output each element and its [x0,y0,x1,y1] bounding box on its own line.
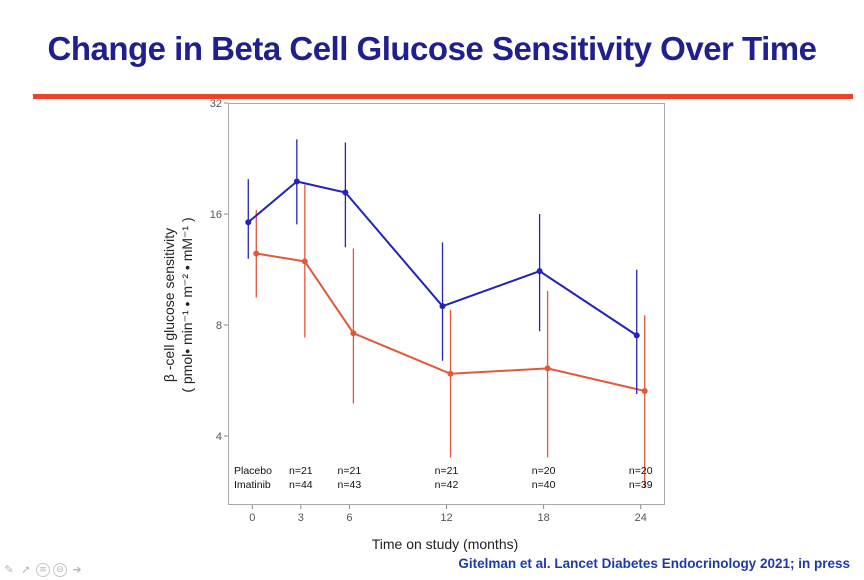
x-tick-label: 3 [298,512,304,524]
x-tick-label: 24 [635,512,647,524]
n-table-row-label: Placebo [234,465,272,477]
citation: Gitelman et al. Lancet Diabetes Endocrin… [458,556,850,571]
slideshow-toolbar: ✎ ➚ ≡ ⊖ ➜ [2,562,84,578]
menu-icon[interactable]: ≡ [36,563,50,577]
zoom-icon[interactable]: ⊖ [53,563,67,577]
title-rule [33,94,853,99]
n-table-value: n=20 [532,465,556,477]
placebo-data-point [293,178,300,185]
n-table-value: n=21 [435,465,459,477]
placebo-data-point [342,189,349,196]
n-table-value: n=21 [338,465,362,477]
n-table-value: n=43 [338,479,362,491]
y-axis-label-line2: ( pmol• min⁻¹ • m⁻² • mM⁻¹ ) [179,217,195,393]
x-axis-label: Time on study (months) [371,536,519,552]
y-axis-label-line1: β -cell glucose sensitivity [161,227,177,383]
imatinib-data-point [350,330,357,337]
imatinib-series-line [256,252,645,392]
pointer-icon[interactable]: ➚ [21,563,31,576]
n-table-value: n=40 [532,479,556,491]
next-arrow-icon[interactable]: ➜ [72,563,82,576]
y-tick-label: 8 [216,320,222,332]
n-table-value: n=42 [435,479,459,491]
imatinib-data-point [301,258,308,265]
placebo-data-point [536,268,543,275]
x-tick-label: 0 [249,512,255,524]
placebo-data-point [633,332,640,339]
placebo-series-line [247,180,638,337]
imatinib-data-point [447,370,454,377]
plot-frame [228,103,665,505]
imatinib-data-point [253,250,260,257]
n-table-value: n=21 [289,465,313,477]
x-tick-label: 6 [346,512,352,524]
placebo-data-point [439,303,446,310]
slide-title: Change in Beta Cell Glucose Sensitivity … [47,30,817,67]
x-tick-label: 12 [440,512,452,524]
imatinib-data-point [544,365,551,372]
n-table-value: n=39 [629,479,653,491]
n-table-value: n=20 [629,465,653,477]
y-tick-label: 16 [210,209,222,221]
n-table-value: n=44 [289,479,313,491]
placebo-data-point [245,219,252,226]
pen-icon[interactable]: ✎ [4,563,14,576]
y-tick-label: 32 [210,98,222,110]
x-tick-label: 18 [537,512,549,524]
n-table-row-label: Imatinib [234,479,271,491]
y-tick-label: 4 [216,431,222,443]
imatinib-data-point [641,387,648,394]
